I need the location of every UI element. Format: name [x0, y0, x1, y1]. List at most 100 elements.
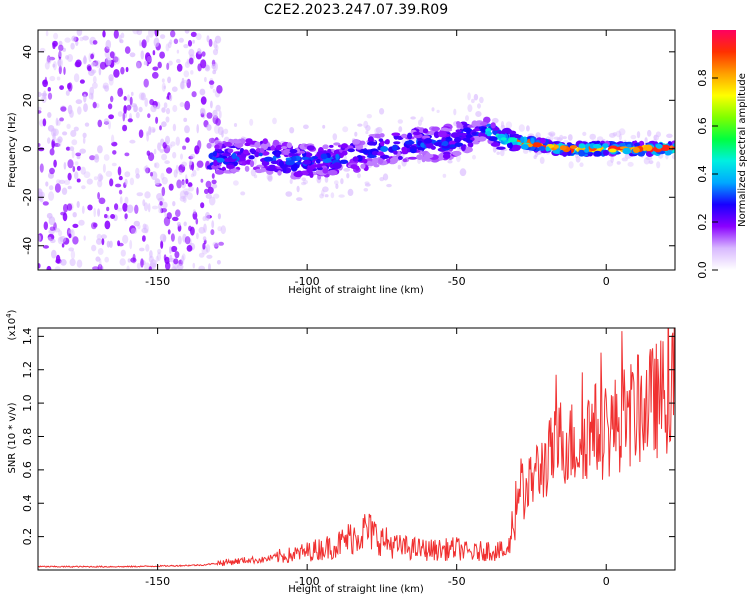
- spectrogram-noise-point: [163, 254, 167, 261]
- spectrogram-halo-point: [250, 168, 256, 177]
- spectrogram-noise-point: [196, 232, 199, 240]
- spectrogram-halo-point: [655, 131, 662, 138]
- spectrogram-noise-point: [107, 215, 110, 220]
- spectrogram-noise-point: [97, 173, 103, 182]
- spectrogram-noise-point: [78, 219, 85, 226]
- spectrogram-ridge-cell: [622, 147, 632, 155]
- spectrogram-y-tick-label: 0: [21, 145, 34, 152]
- spectrogram-ridge-cell: [335, 153, 340, 161]
- spectrogram-halo-point: [648, 160, 654, 165]
- spectrogram-ridge-cell: [261, 160, 270, 166]
- spectrogram-noise-point: [79, 79, 85, 84]
- spectrogram-noise-point: [160, 34, 166, 39]
- spectrogram-halo-point: [589, 133, 596, 140]
- spectrogram-noise-point: [202, 242, 206, 250]
- spectrogram-noise-point: [59, 235, 67, 243]
- spectrogram-ridge-cell: [561, 152, 567, 156]
- spectrogram-halo-point: [467, 92, 471, 101]
- spectrogram-noise-point: [38, 234, 42, 242]
- spectrogram-noise-point: [77, 106, 82, 115]
- spectrogram-noise-point: [39, 163, 44, 173]
- spectrogram-noise-point: [47, 92, 53, 100]
- spectrogram-noise-point: [66, 123, 71, 129]
- spectrogram-halo-point: [324, 176, 329, 183]
- spectrogram-noise-point: [51, 140, 55, 150]
- spectrogram-noise-point: [167, 41, 172, 49]
- spectrogram-noise-point: [205, 244, 211, 253]
- spectrogram-ridge-cell: [226, 164, 235, 169]
- spectrogram-noise-point: [170, 30, 176, 38]
- spectrogram-halo-point: [491, 117, 499, 124]
- spectrogram-noise-point: [122, 202, 128, 212]
- spectrogram-noise-point: [144, 164, 149, 174]
- spectrogram-noise-point: [204, 211, 211, 221]
- spectrogram-halo-point: [447, 159, 453, 164]
- spectrogram-ridge-cell: [213, 159, 218, 167]
- spectrogram-noise-point: [126, 204, 134, 214]
- spectrogram-noise-point: [105, 170, 113, 177]
- spectrogram-noise-point: [124, 152, 130, 157]
- spectrogram-ridge-cell: [363, 159, 368, 164]
- spectrogram-noise-point: [46, 56, 52, 65]
- spectrogram-noise-point: [178, 164, 186, 173]
- spectrogram-ridge-cell: [584, 148, 589, 153]
- spectrogram-y-tick-label: 20: [21, 93, 34, 107]
- spectrogram-noise-point: [74, 171, 79, 180]
- spectrogram-ridge-cell: [593, 150, 602, 157]
- spectrogram-halo-point: [472, 154, 476, 160]
- spectrogram-halo-point: [364, 183, 371, 187]
- spectrogram-noise-point: [105, 57, 112, 66]
- spectrogram-ridge-cell: [646, 151, 652, 157]
- spectrogram-ridge-cell: [285, 160, 295, 166]
- spectrogram-noise-point: [42, 201, 49, 206]
- spectrogram-ridge-cell: [479, 121, 488, 126]
- spectrogram-noise-point: [165, 43, 170, 52]
- spectrogram-noise-point: [160, 172, 165, 181]
- spectrogram-noise-point: [182, 195, 187, 203]
- spectrogram-ridge-cell: [404, 140, 415, 145]
- spectrogram-noise-point: [57, 136, 63, 144]
- spectrogram-ridge-cell: [333, 142, 341, 146]
- spectrogram-halo-point: [533, 155, 537, 160]
- spectrogram-ridge-cell: [412, 131, 421, 136]
- spectrogram-ridge-cell: [401, 133, 408, 139]
- spectrogram-noise-point: [215, 104, 221, 112]
- spectrogram-noise-point: [208, 137, 216, 144]
- spectrogram-ridge-cell: [449, 144, 456, 148]
- spectrogram-noise-point: [53, 227, 61, 233]
- spectrogram-noise-point: [205, 193, 212, 199]
- spectrogram-noise-point: [82, 137, 86, 144]
- spectrogram-noise-point: [176, 179, 182, 189]
- spectrogram-noise-point: [164, 212, 167, 218]
- spectrogram-noise-point: [54, 266, 61, 270]
- spectrogram-halo-point: [465, 115, 469, 122]
- spectrogram-ridge-cell: [249, 160, 255, 168]
- spectrogram-noise-point: [102, 163, 106, 173]
- spectrogram-noise-point: [107, 103, 113, 110]
- spectrogram-halo-point: [354, 131, 358, 137]
- spectrogram-noise-point: [63, 162, 67, 170]
- spectrogram-noise-point: [159, 125, 162, 131]
- spectrogram-noise-point: [92, 101, 97, 109]
- spectrogram-noise-point: [175, 136, 180, 146]
- spectrogram-noise-point: [65, 55, 70, 60]
- spectrogram-noise-point: [200, 107, 206, 115]
- spectrogram-noise-point: [148, 152, 155, 162]
- spectrogram-noise-point: [184, 61, 190, 68]
- spectrogram-ridge-cell: [450, 132, 460, 139]
- spectrogram-noise-point: [157, 252, 161, 262]
- spectrogram-noise-point: [154, 162, 157, 168]
- spectrogram-noise-point: [69, 146, 75, 152]
- spectrogram-noise-point: [63, 66, 66, 75]
- spectrogram-noise-point: [109, 240, 113, 248]
- figure-title: C2E2.2023.247.07.39.R09: [264, 2, 448, 18]
- spectrogram-noise-point: [178, 169, 183, 175]
- spectrogram-ridge-cell: [206, 142, 212, 149]
- spectrogram-noise-point: [200, 202, 205, 209]
- spectrogram-ridge-cell: [212, 151, 217, 157]
- spectrogram-halo-point: [303, 124, 309, 130]
- spectrogram-halo-point: [266, 173, 273, 181]
- spectrogram-noise-point: [165, 116, 170, 123]
- spectrogram-ridge-cell: [520, 136, 525, 144]
- spectrogram-ridge-cell: [289, 149, 298, 154]
